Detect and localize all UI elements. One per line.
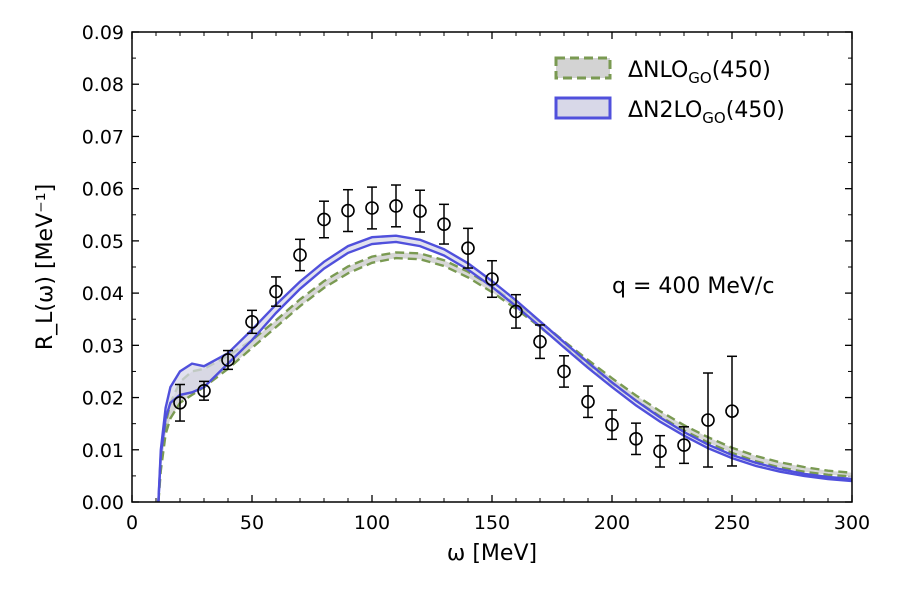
data-marker (317, 212, 331, 227)
legend-swatch-nlo (554, 56, 612, 80)
data-marker (557, 364, 571, 379)
legend-label-nlo-main: ΔNLO (628, 58, 688, 83)
data-point (293, 238, 307, 272)
data-marker (629, 432, 643, 446)
data-marker (701, 413, 715, 427)
y-tick-label: 0.08 (82, 74, 124, 96)
plot-frame (131, 31, 853, 503)
legend-swatch-n2lo (554, 96, 612, 120)
legend-label-nlo-tail: (450) (712, 58, 771, 83)
data-point (605, 409, 619, 441)
data-marker (533, 334, 547, 349)
data-point (653, 434, 667, 468)
data-point (629, 422, 643, 456)
y-tick-label: 0.09 (82, 22, 124, 44)
data-point (269, 276, 283, 307)
x-tick-label: 100 (354, 512, 390, 534)
data-marker (341, 203, 355, 218)
y-axis-label: R_L(ω) [MeV⁻¹] (33, 184, 58, 350)
data-marker (365, 201, 379, 215)
data-marker (269, 284, 283, 299)
y-tick-label: 0.01 (82, 440, 124, 462)
x-tick-label: 0 (126, 512, 138, 534)
data-marker (173, 395, 187, 410)
data-point (413, 189, 427, 233)
x-tick-label: 150 (474, 512, 510, 534)
data-point (533, 324, 547, 360)
data-point (461, 227, 475, 269)
band-lower-line-0 (157, 256, 853, 503)
data-marker (509, 304, 523, 319)
data-point (677, 426, 691, 465)
data-marker (221, 353, 235, 367)
data-point (725, 355, 739, 467)
data-marker (245, 315, 259, 329)
x-axis-label: ω [MeV] (447, 541, 537, 566)
x-tick-label: 50 (240, 512, 264, 534)
data-point (365, 186, 379, 230)
data-marker (725, 404, 739, 418)
data-point (173, 383, 187, 422)
data-point (389, 184, 403, 228)
data-marker (605, 417, 619, 432)
y-tick-label: 0.00 (82, 492, 124, 514)
y-axis-ticks: 0.00 0.01 0.02 0.03 0.04 0.05 0.06 0.07 0.08 0.09 (82, 22, 852, 514)
y-tick-label: 0.03 (82, 335, 124, 357)
data-marker (653, 444, 667, 459)
legend: ΔNLOGO(450) ΔN2LOGO(450) (554, 56, 785, 127)
y-tick-label: 0.07 (82, 126, 124, 148)
data-point (701, 372, 715, 468)
x-tick-label: 200 (594, 512, 630, 534)
band-upper-line-1 (157, 234, 853, 503)
data-marker (485, 272, 499, 286)
y-tick-label: 0.02 (82, 388, 124, 410)
data-point (581, 385, 595, 419)
data-point (485, 259, 499, 299)
data-point (245, 309, 259, 335)
data-marker (581, 394, 595, 409)
data-marker (677, 438, 691, 452)
series-bands (157, 234, 853, 503)
data-marker (437, 217, 451, 231)
legend-label-n2lo: ΔN2LOGO(450) (628, 98, 785, 127)
data-point (197, 380, 211, 401)
legend-entry-n2lo: ΔN2LOGO(450) (554, 96, 785, 127)
data-marker (197, 383, 211, 398)
data-points (173, 184, 739, 468)
legend-label-n2lo-main: ΔN2LO (628, 98, 702, 123)
legend-label-nlo-sub: GO (688, 69, 711, 87)
data-marker (389, 199, 403, 213)
legend-entry-nlo: ΔNLOGO(450) (554, 56, 771, 87)
data-marker (461, 241, 475, 255)
legend-label-nlo: ΔNLOGO(450) (628, 58, 771, 87)
data-marker (293, 248, 307, 262)
legend-label-n2lo-tail: (450) (726, 98, 785, 123)
data-point (317, 200, 331, 239)
x-tick-label: 300 (834, 512, 870, 534)
data-marker (413, 204, 427, 218)
y-tick-label: 0.06 (82, 179, 124, 201)
y-tick-label: 0.05 (82, 231, 124, 253)
legend-label-n2lo-sub: GO (702, 109, 725, 127)
data-point (341, 188, 355, 233)
data-point (509, 293, 523, 329)
y-tick-label: 0.04 (82, 283, 124, 305)
momentum-annotation: q = 400 MeV/c (612, 274, 774, 299)
data-point (221, 349, 235, 371)
x-tick-label: 250 (714, 512, 750, 534)
data-point (437, 203, 451, 245)
data-point (557, 355, 571, 388)
